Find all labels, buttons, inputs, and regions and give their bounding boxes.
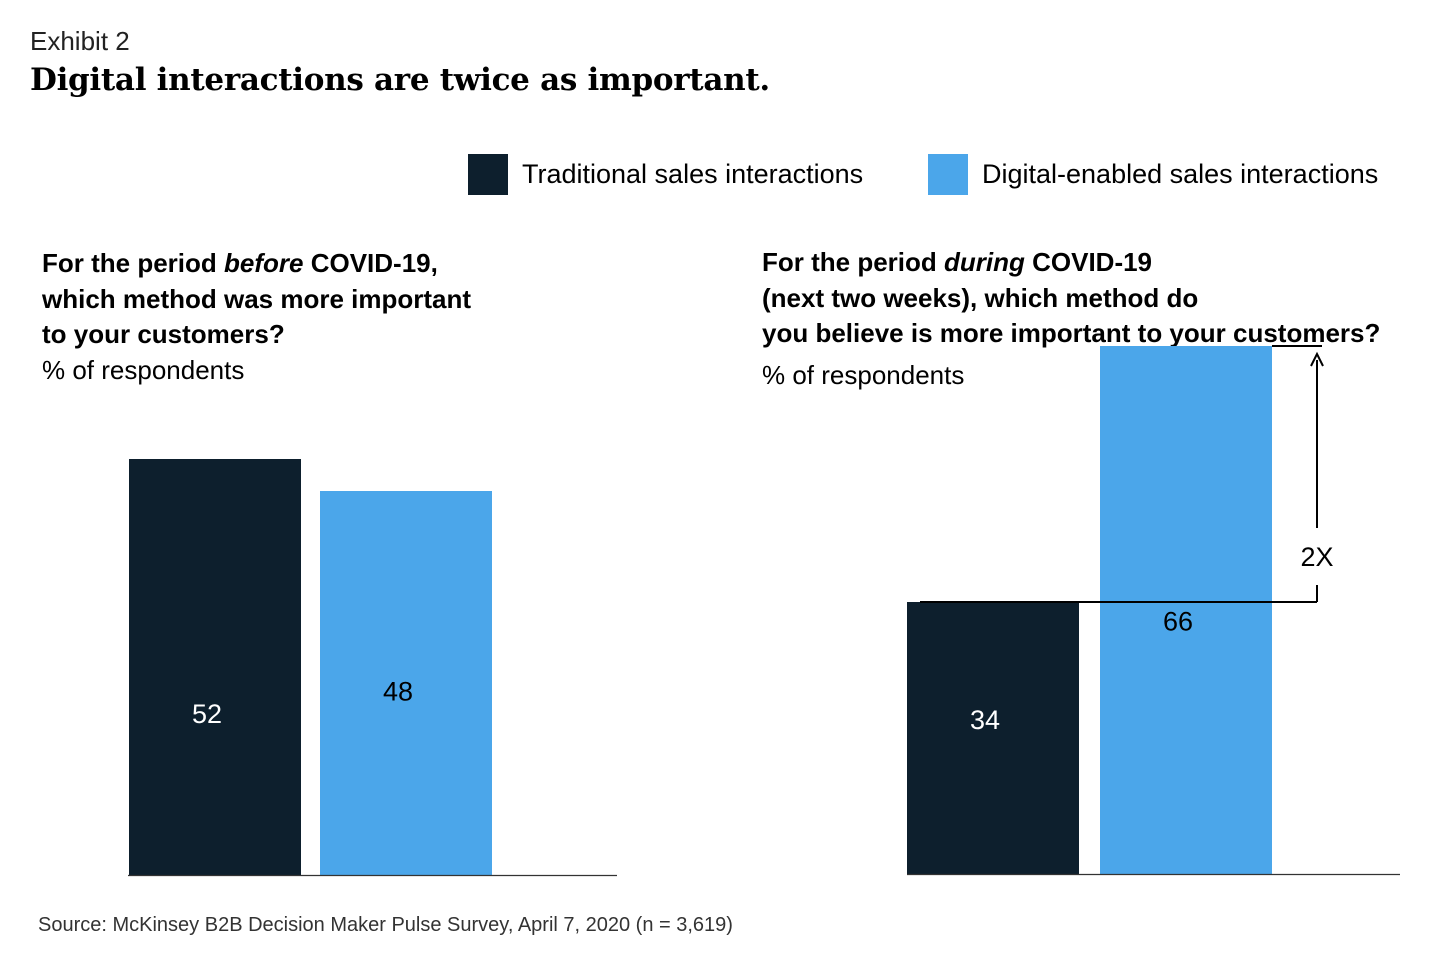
bar-during-digital — [1100, 346, 1272, 874]
question-line: For the period during COVID-19 — [762, 247, 1153, 277]
question-line: For the period before COVID-19, — [42, 248, 438, 278]
question-line: to your customers? — [42, 319, 285, 349]
question-line: (next two weeks), which method do — [762, 282, 1199, 313]
bar-before-digital — [320, 491, 492, 875]
legend-swatch-digital — [928, 153, 968, 195]
question-line: which method was more important — [42, 283, 472, 314]
data-label-during-traditional: 34 — [970, 705, 1000, 735]
chart-title: Digital interactions are twice as import… — [30, 62, 770, 98]
legend-swatch-traditional — [468, 153, 508, 195]
data-label-before-traditional: 52 — [192, 699, 222, 729]
data-label-before-digital: 48 — [383, 677, 413, 707]
panel-during-question: For the period during COVID-19 (next two… — [762, 245, 1380, 352]
panel-during-unit: % of respondents — [762, 360, 965, 390]
legend-label-digital: Digital-enabled sales interactions — [982, 158, 1379, 189]
question-line: you believe is more important to your cu… — [762, 318, 1381, 348]
annotation-arrowhead — [1310, 351, 1324, 367]
panel-before-question: For the period before COVID-19, which me… — [42, 246, 471, 353]
exhibit-label: Exhibit 2 — [30, 26, 130, 56]
panel-before-unit: % of respondents — [42, 355, 245, 385]
legend-item-traditional: Traditional sales interactions — [468, 152, 863, 196]
bar-before-traditional — [129, 459, 301, 875]
legend-item-digital: Digital-enabled sales interactions — [928, 152, 1378, 196]
bar-during-traditional — [907, 602, 1079, 874]
annotation-2x-label: 2X — [1300, 542, 1333, 572]
data-label-during-digital: 66 — [1163, 607, 1193, 637]
source-note: Source: McKinsey B2B Decision Maker Puls… — [38, 914, 733, 936]
legend-label-traditional: Traditional sales interactions — [522, 158, 864, 189]
